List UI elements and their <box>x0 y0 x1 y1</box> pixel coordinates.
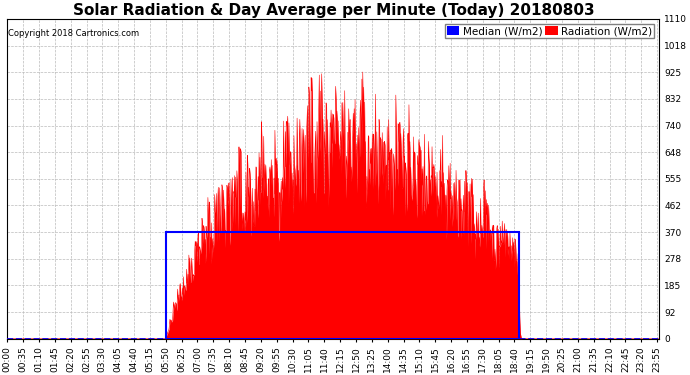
Bar <box>166 232 519 339</box>
Title: Solar Radiation & Day Average per Minute (Today) 20180803: Solar Radiation & Day Average per Minute… <box>72 3 594 18</box>
Text: Copyright 2018 Cartronics.com: Copyright 2018 Cartronics.com <box>8 28 139 38</box>
Legend: Median (W/m2), Radiation (W/m2): Median (W/m2), Radiation (W/m2) <box>445 24 654 38</box>
